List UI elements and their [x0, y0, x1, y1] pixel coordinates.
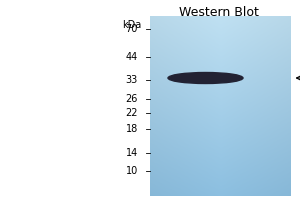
Text: 33: 33	[126, 75, 138, 85]
Text: 14: 14	[126, 148, 138, 158]
Text: 18: 18	[126, 124, 138, 134]
Text: 26: 26	[126, 94, 138, 104]
Text: 44: 44	[126, 52, 138, 62]
Text: 22: 22	[125, 108, 138, 118]
Text: 10: 10	[126, 166, 138, 176]
Text: Western Blot: Western Blot	[179, 6, 259, 19]
Text: kDa: kDa	[122, 20, 141, 30]
Ellipse shape	[168, 72, 243, 84]
Text: 70: 70	[126, 24, 138, 34]
